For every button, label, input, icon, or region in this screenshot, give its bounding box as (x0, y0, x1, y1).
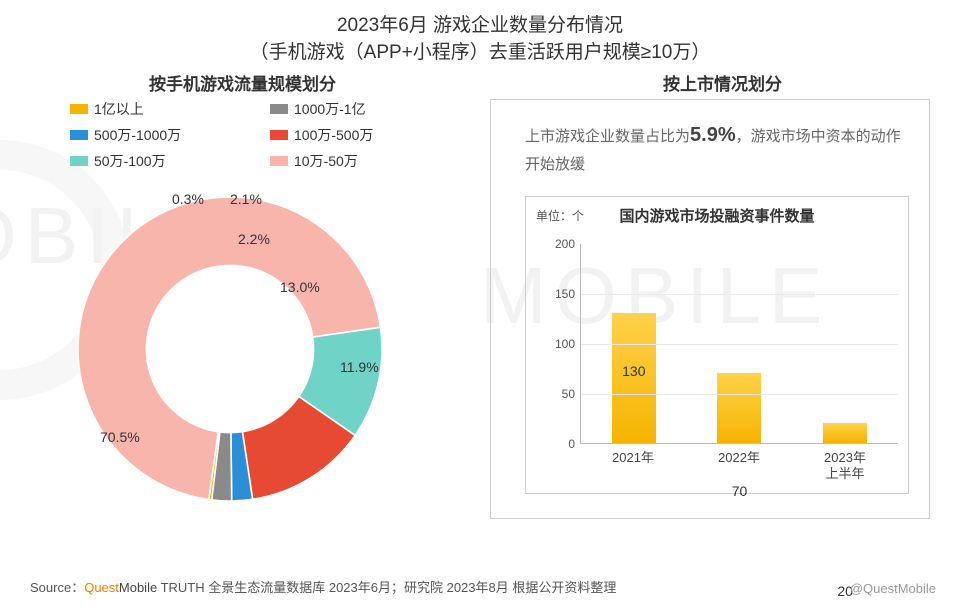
donut-chart: 70.5% 11.9% 13.0% 2.2% 2.1% 0.3% (70, 189, 390, 509)
right-box: 上市游戏企业数量占比为5.9%，游戏市场中资本的动作开始放缓 单位：个 国内游戏… (490, 99, 930, 519)
donut-legend: 1亿以上 1000万-1亿 500万-1000万 100万-500万 50万-100万 1… (30, 99, 470, 171)
bar-xlabel: 2021年 (598, 450, 668, 484)
commentary-prefix: 上市游戏企业数量占比为 (525, 128, 690, 145)
bar-column: 130 (599, 313, 669, 443)
legend-label: 1亿以上 (94, 99, 144, 119)
bar-chart: 单位：个 国内游戏市场投融资事件数量 1307020 050100150200 … (525, 196, 909, 495)
commentary-text: 上市游戏企业数量占比为5.9%，游戏市场中资本的动作开始放缓 (525, 118, 909, 178)
donut-segment-label: 11.9% (340, 359, 379, 375)
source-label: Source： (30, 580, 84, 595)
grid-line (581, 344, 898, 345)
legend-swatch (270, 130, 288, 140)
grid-line (581, 394, 898, 395)
legend-swatch (70, 156, 88, 166)
legend-item: 50万-100万 (70, 151, 270, 171)
source-rest: TRUTH 全景生态流量数据库 2023年6月；研究院 2023年8月 根据公开… (157, 580, 616, 595)
ytick-label: 0 (545, 437, 575, 451)
commentary-value: 5.9% (690, 124, 736, 146)
bar-column: 20 (810, 423, 880, 443)
title-line2: （手机游戏（APP+小程序）去重活跃用户规模≥10万） (0, 37, 960, 64)
source-footer: Source：QuestMobile TRUTH 全景生态流量数据库 2023年… (30, 577, 616, 596)
legend-label: 500万-1000万 (94, 125, 181, 145)
title-block: 2023年6月 游戏企业数量分布情况 （手机游戏（APP+小程序）去重活跃用户规… (0, 0, 960, 64)
grid-line (581, 294, 898, 295)
bar-value-label: 70 (732, 483, 748, 499)
legend-label: 1000万-1亿 (294, 99, 366, 119)
bar-xlabel: 2023年上半年 (810, 450, 880, 484)
legend-item: 1000万-1亿 (270, 99, 470, 119)
donut-segment-label: 13.0% (280, 279, 320, 295)
brand-mobile: Mobile (119, 580, 157, 595)
legend-swatch (70, 104, 88, 114)
donut-segment-label: 70.5% (100, 429, 140, 445)
subtitle-row: 按手机游戏流量规模划分 按上市情况划分 (0, 70, 960, 95)
ytick-label: 100 (545, 337, 575, 351)
ytick-label: 200 (545, 237, 575, 251)
brand-quest: Quest (84, 580, 119, 595)
title-line1: 2023年6月 游戏企业数量分布情况 (0, 10, 960, 37)
bar-unit-label: 单位：个 (536, 207, 584, 224)
subtitle-left: 按手机游戏流量规模划分 (23, 70, 463, 95)
legend-swatch (270, 104, 288, 114)
right-panel: 上市游戏企业数量占比为5.9%，游戏市场中资本的动作开始放缓 单位：个 国内游戏… (490, 99, 930, 519)
legend-swatch (70, 130, 88, 140)
bar-plot-area: 1307020 050100150200 (580, 244, 898, 444)
legend-item: 100万-500万 (270, 125, 470, 145)
legend-label: 10万-50万 (294, 151, 358, 171)
ytick-label: 50 (545, 387, 575, 401)
bar (717, 373, 761, 443)
donut-segment-label: 2.1% (230, 191, 262, 207)
bar-column: 70 (704, 373, 774, 443)
legend-label: 100万-500万 (294, 125, 373, 145)
donut-segment-label: 0.3% (172, 191, 204, 207)
legend-item: 10万-50万 (270, 151, 470, 171)
donut-segment-label: 2.2% (238, 231, 270, 247)
subtitle-right: 按上市情况划分 (508, 70, 938, 95)
bar-chart-title: 国内游戏市场投融资事件数量 (536, 205, 898, 226)
bar-xlabels: 2021年 2022年 2023年上半年 (580, 450, 898, 484)
legend-swatch (270, 156, 288, 166)
bar-value-label: 130 (622, 363, 645, 379)
legend-item: 1亿以上 (70, 99, 270, 119)
left-panel: 1亿以上 1000万-1亿 500万-1000万 100万-500万 50万-100万 1… (30, 99, 470, 519)
footer-handle: @QuestMobile (850, 581, 936, 596)
legend-item: 500万-1000万 (70, 125, 270, 145)
donut-svg (70, 189, 390, 509)
bar (823, 423, 867, 443)
content-row: 1亿以上 1000万-1亿 500万-1000万 100万-500万 50万-100万 1… (0, 99, 960, 519)
ytick-label: 150 (545, 287, 575, 301)
legend-label: 50万-100万 (94, 151, 166, 171)
bar-xlabel: 2022年 (704, 450, 774, 484)
